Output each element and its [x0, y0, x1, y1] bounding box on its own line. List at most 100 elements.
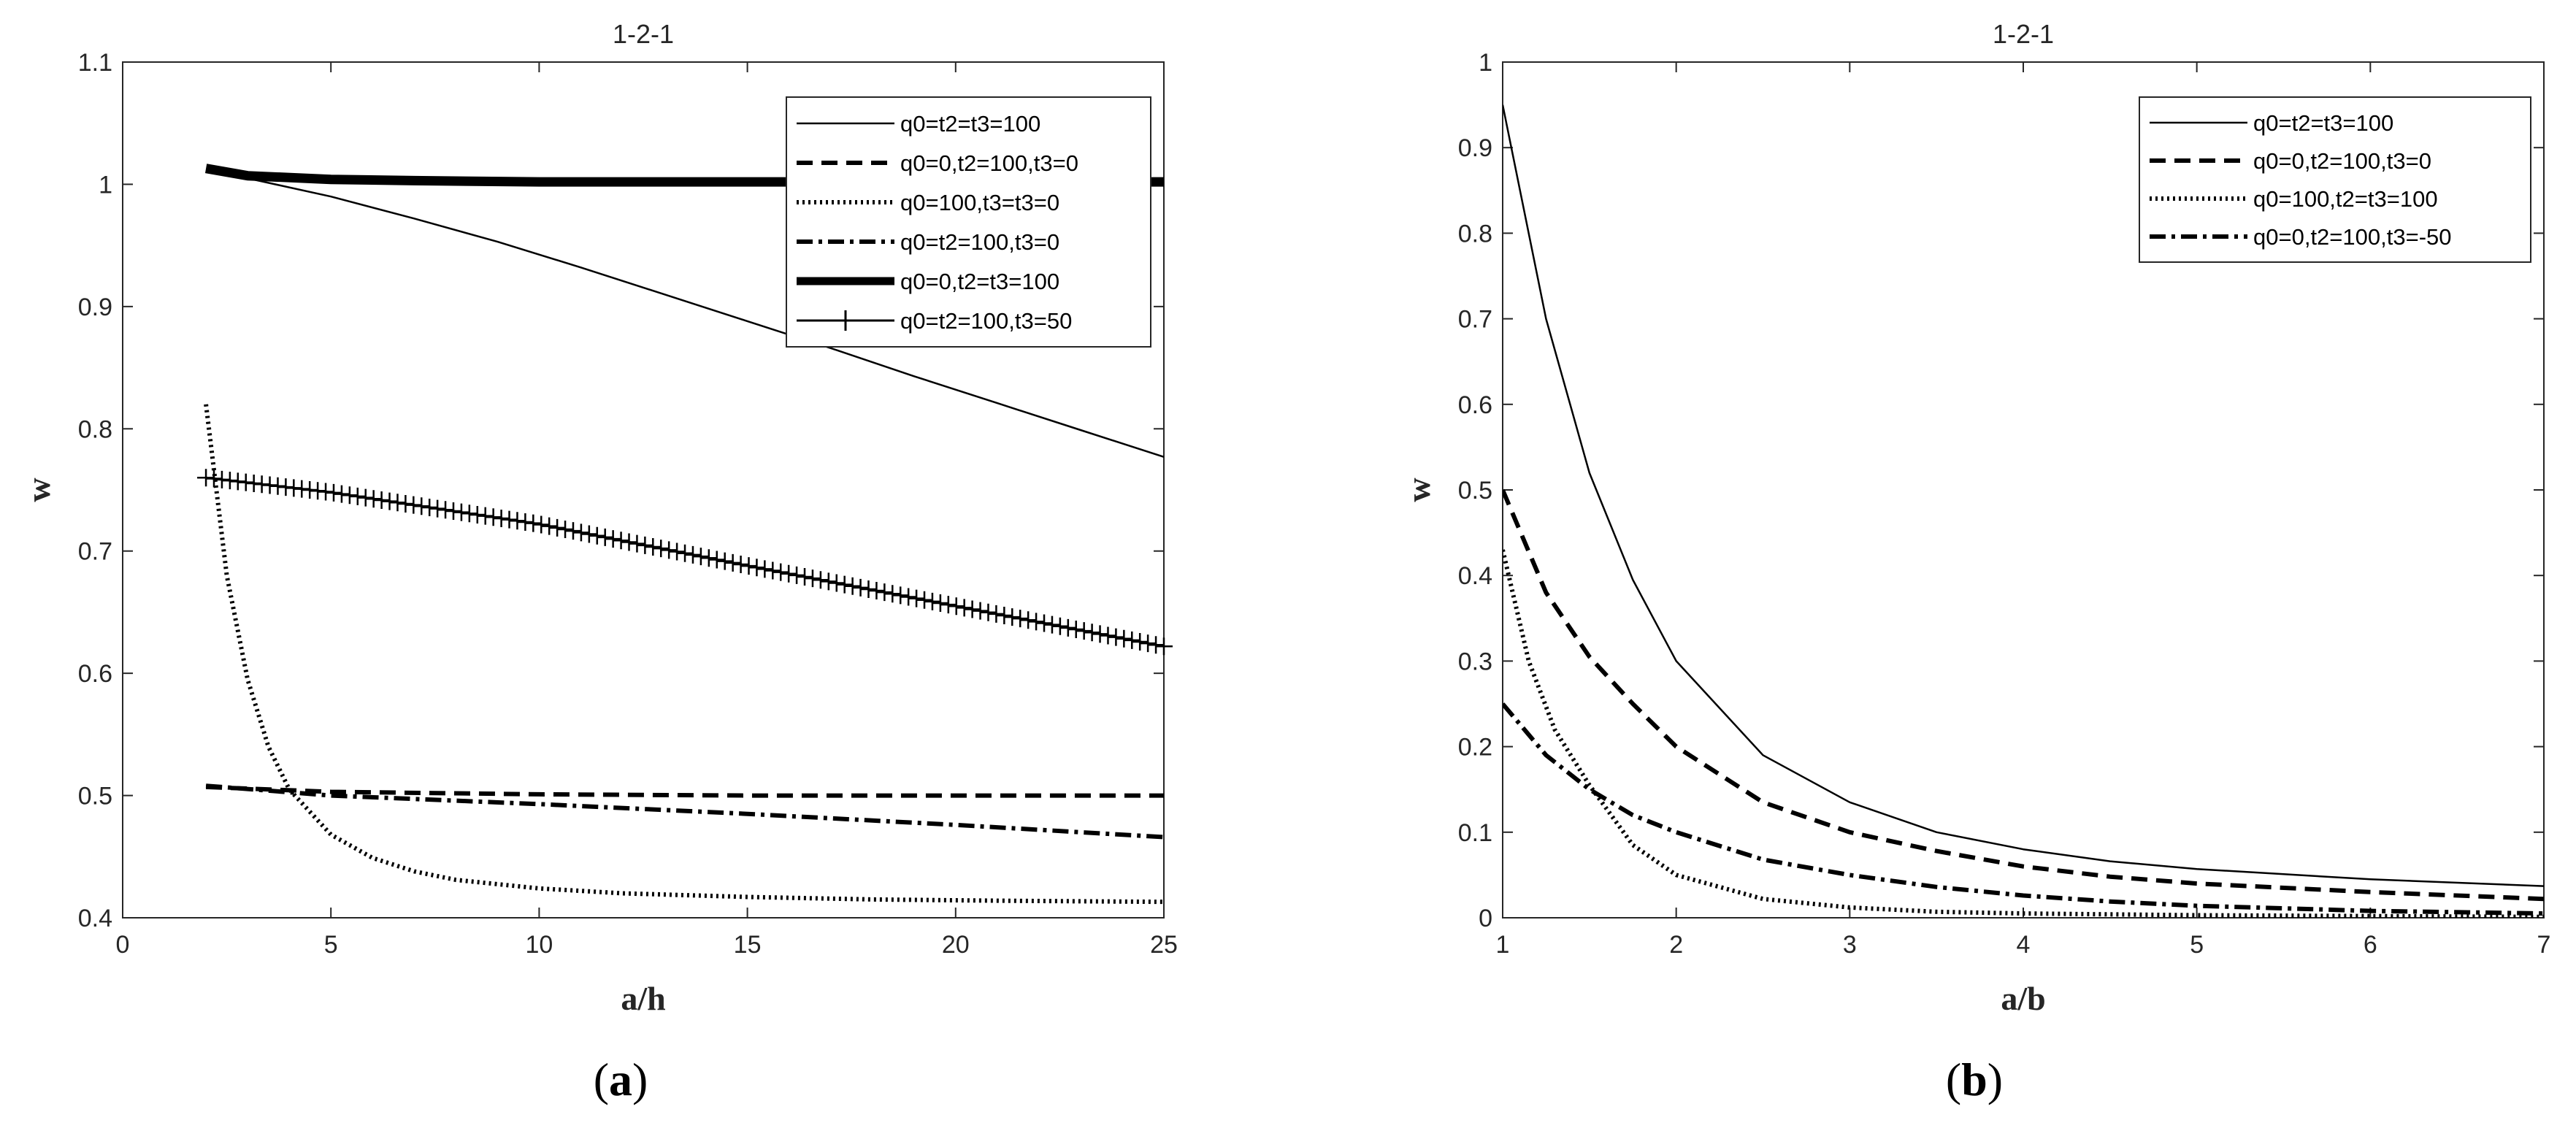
caption-open-paren: (	[594, 1054, 609, 1105]
series-marker-plus	[596, 528, 614, 546]
series-marker-plus	[1035, 614, 1054, 632]
series-marker-plus	[556, 520, 575, 538]
series-marker-plus	[803, 570, 821, 588]
legend-label-4: q0=t2=100,t3=0	[900, 229, 1059, 255]
series-marker-plus	[788, 566, 806, 584]
series-marker-plus	[691, 548, 710, 566]
y-tick-label: 0.8	[1458, 220, 1492, 248]
series-marker-plus	[908, 589, 926, 607]
series-marker-plus	[484, 508, 502, 526]
series-marker-plus	[588, 526, 606, 545]
series-marker-plus	[372, 491, 391, 509]
series-marker-plus	[1003, 608, 1021, 626]
series-marker-plus	[867, 582, 886, 600]
chart-title: 1-2-1	[613, 19, 674, 49]
series-marker-plus	[900, 588, 918, 606]
legend-marker-plus	[835, 310, 856, 331]
series-marker-plus	[811, 571, 829, 589]
series-marker-plus	[444, 502, 462, 520]
chart-title: 1-2-1	[1993, 19, 2054, 49]
series-marker-plus	[212, 470, 231, 488]
y-tick-label: 0.6	[78, 660, 112, 688]
legend-label-1: q0=t2=t3=100	[2253, 110, 2393, 136]
series-marker-plus	[620, 533, 638, 551]
y-tick-label: 0.4	[1458, 562, 1492, 590]
series-marker-plus	[875, 583, 894, 602]
y-tick-label: 0.8	[78, 415, 112, 443]
series-marker-plus	[1067, 621, 1085, 639]
series-marker-plus	[396, 494, 415, 513]
series-marker-plus	[229, 472, 247, 491]
x-tick-label: 6	[2364, 931, 2377, 959]
y-tick-label: 0.4	[78, 905, 112, 932]
series-marker-plus	[468, 505, 486, 524]
series-marker-plus	[628, 534, 646, 553]
series-marker-plus	[221, 472, 239, 490]
series-marker-plus	[780, 564, 798, 583]
series-marker-plus	[317, 483, 335, 501]
series-marker-plus	[1091, 625, 1109, 643]
legend-label-1: q0=t2=t3=100	[900, 111, 1040, 137]
series-marker-plus	[1155, 637, 1173, 656]
legend: q0=t2=t3=100 q0=0,t2=100,t3=0 q0=100,t3=t3…	[786, 96, 1151, 348]
series-marker-plus	[405, 496, 423, 514]
y-tick-label: 0.7	[78, 538, 112, 566]
series-marker-plus	[437, 501, 455, 519]
series-marker-plus	[548, 518, 567, 537]
series-marker-plus	[332, 485, 350, 503]
series-marker-plus	[197, 469, 215, 487]
series-marker-plus	[261, 476, 279, 494]
series-marker-plus	[916, 591, 934, 609]
series-line-1	[1503, 104, 2544, 887]
series-marker-plus	[652, 540, 670, 558]
series-marker-plus	[843, 577, 862, 595]
series-marker-plus	[979, 603, 997, 621]
legend-label-2: q0=0,t2=100,t3=0	[900, 150, 1078, 176]
panel-caption: (a)	[594, 1054, 648, 1105]
x-axis-label: a/h	[621, 980, 665, 1017]
series-marker-plus	[1075, 622, 1093, 640]
series-marker-plus	[947, 597, 965, 615]
series-marker-plus	[819, 572, 837, 591]
series-marker-plus	[660, 541, 678, 559]
legend-label-3: q0=100,t2=t3=100	[2253, 186, 2438, 212]
legend-label-2: q0=0,t2=100,t3=0	[2253, 148, 2431, 174]
series-marker-plus	[508, 512, 526, 530]
y-tick-label: 0.9	[1458, 134, 1492, 162]
series-marker-plus	[939, 596, 957, 614]
series-marker-plus	[364, 490, 383, 508]
y-tick-label: 0.3	[1458, 648, 1492, 675]
series-marker-plus	[971, 602, 989, 620]
series-marker-plus	[452, 503, 470, 521]
series-line-2	[205, 784, 1164, 798]
series-marker-plus	[309, 482, 327, 500]
series-line-3	[204, 404, 1164, 905]
series-marker-plus	[413, 497, 431, 515]
series-marker-plus	[532, 515, 551, 534]
series-marker-plus	[253, 475, 271, 494]
series-marker-plus	[644, 537, 662, 556]
series-marker-plus	[1051, 617, 1069, 635]
series-line-1	[205, 171, 1164, 458]
series-marker-plus	[668, 542, 686, 561]
series-marker-plus	[269, 477, 287, 495]
series-marker-plus	[772, 563, 790, 581]
series-marker-plus	[285, 479, 303, 497]
series-marker-plus	[699, 549, 718, 567]
series-marker-plus	[1099, 626, 1117, 645]
series-marker-plus	[492, 509, 510, 527]
x-tick-label: 5	[2190, 931, 2204, 959]
series-marker-plus	[1011, 610, 1030, 628]
series-marker-plus	[716, 552, 734, 570]
series-marker-plus	[708, 551, 726, 569]
series-marker-plus	[1107, 628, 1125, 646]
x-tick-label: 0	[116, 931, 130, 959]
x-tick-label: 4	[2017, 931, 2031, 959]
chart-panel-2: 1 2 3 4 5 6 7 0 0.1 0.2 0.3 0.4 0.5 0.6 0.7 0.8 0.9 1 1-2-…	[1400, 19, 2550, 1105]
series-marker-plus	[237, 473, 255, 491]
series-marker-plus	[1115, 629, 1133, 648]
series-marker-plus	[835, 575, 854, 594]
series-marker-plus	[796, 568, 814, 586]
legend-label-6: q0=t2=100,t3=50	[900, 308, 1072, 334]
